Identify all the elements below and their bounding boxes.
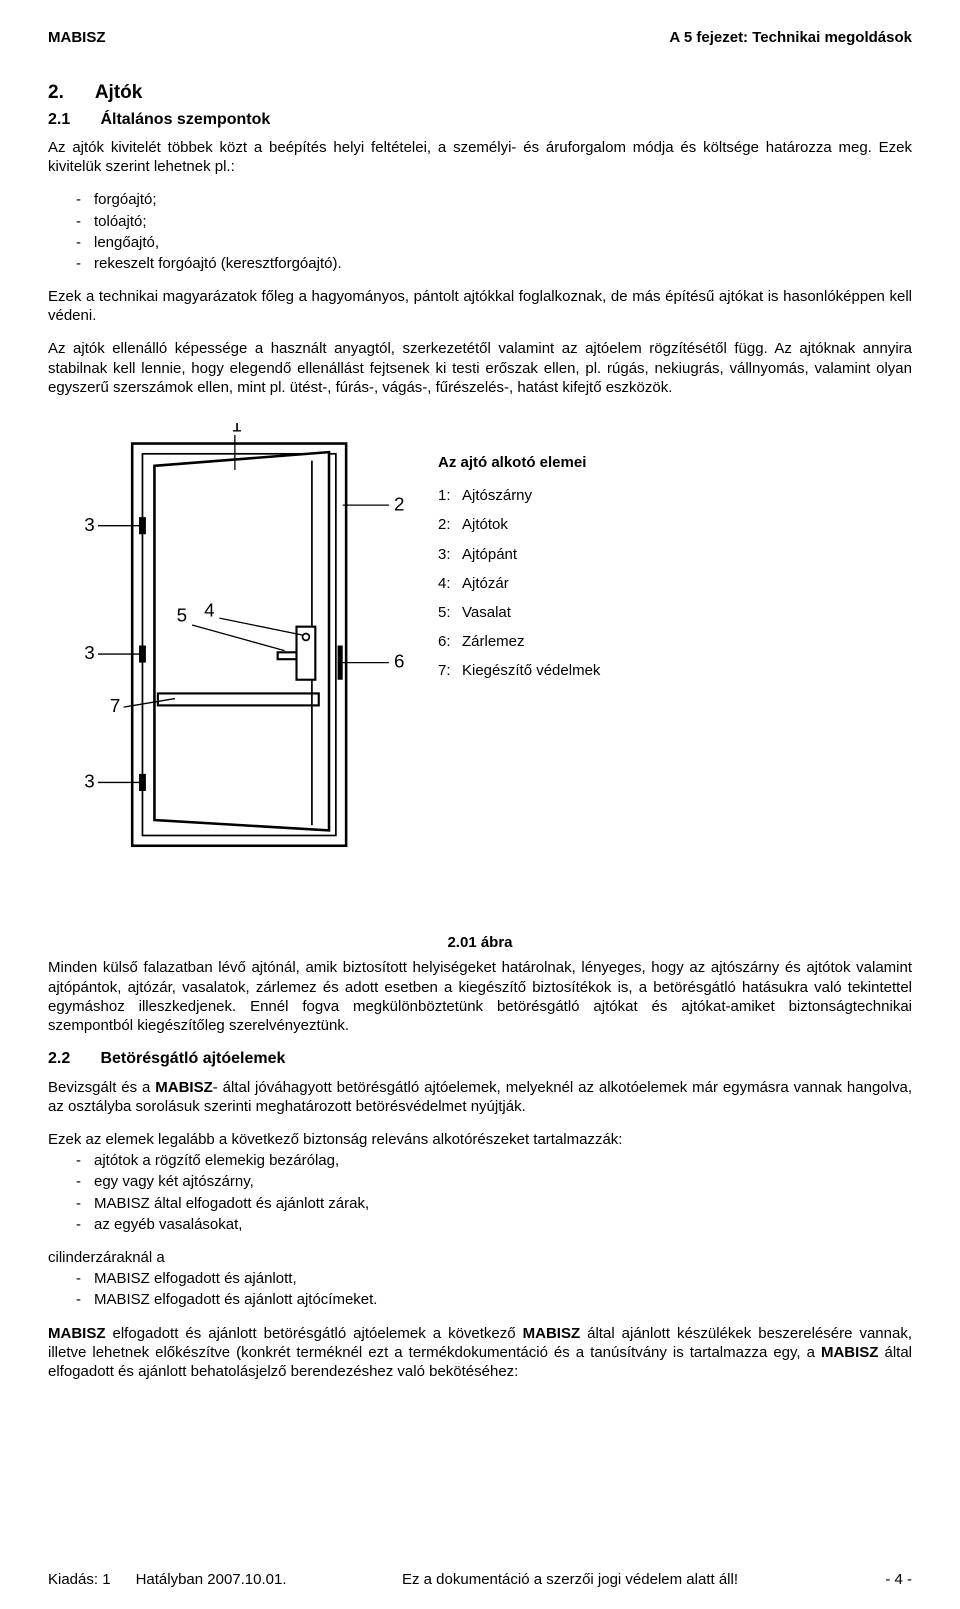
door-figure-block: 1 2 3 3 3 5 4 6 [48,417,912,873]
legend-item: 3:Ajtópánt [438,545,600,564]
figure-caption: 2.01 ábra [48,933,912,952]
legend-title: Az ajtó alkotó elemei [438,453,600,472]
subsection-title-text: Betörésgátló ajtóelemek [100,1050,285,1067]
list-item: ajtótok a rögzítő elemekig bezárólag, [48,1151,912,1170]
list-item: rekeszelt forgóajtó (keresztforgóajtó). [48,254,912,273]
document-page: MABISZ A 5 fejezet: Technikai megoldások… [0,0,960,1609]
svg-text:7: 7 [110,695,120,716]
legend-item: 2:Ajtótok [438,515,600,534]
footer-copyright: Ez a dokumentáció a szerzői jogi védelem… [288,1570,852,1589]
section-title-text: Ajtók [95,82,143,103]
paragraph-2: Ezek a technikai magyarázatok főleg a ha… [48,287,912,325]
list-item: az egyéb vasalásokat, [48,1215,912,1234]
paragraph-4: Minden külső falazatban lévő ajtónál, am… [48,958,912,1035]
door-legend: Az ajtó alkotó elemei 1:Ajtószárny 2:Ajt… [438,417,600,691]
section-heading: 2. Ajtók [48,81,912,105]
paragraph-3: Az ajtók ellenálló képessége a használt … [48,339,912,397]
page-footer: Kiadás: 1 Hatályban 2007.10.01. Ez a dok… [48,1570,912,1589]
svg-text:6: 6 [394,651,404,672]
paragraph-5: Bevizsgált és a MABISZ- által jóváhagyot… [48,1078,912,1116]
paragraph-1: Az ajtók kivitelét többek közt a beépíté… [48,138,912,176]
svg-text:3: 3 [84,771,94,792]
paragraph-6: Ezek az elemek legalább a következő bizt… [48,1130,912,1149]
list-item: MABISZ elfogadott és ajánlott ajtócímeke… [48,1290,912,1309]
section-num: 2. [48,82,64,103]
legend-item: 7:Kiegészítő védelmek [438,661,600,680]
legend-item: 1:Ajtószárny [438,486,600,505]
svg-text:3: 3 [84,642,94,663]
header-right: A 5 fejezet: Technikai megoldások [669,28,912,47]
header-left: MABISZ [48,28,106,47]
legend-item: 6:Zárlemez [438,632,600,651]
legend-list: 1:Ajtószárny 2:Ajtótok 3:Ajtópánt 4:Ajtó… [438,486,600,680]
subsection-2-2-heading: 2.2 Betörésgátló ajtóelemek [48,1049,912,1069]
subsection-title-text: Általános szempontok [100,111,270,128]
list-item: lengőajtó, [48,233,912,252]
paragraph-8: MABISZ elfogadott és ajánlott betörésgát… [48,1324,912,1382]
list-item: egy vagy két ajtószárny, [48,1172,912,1191]
svg-text:1: 1 [231,423,241,436]
door-diagram: 1 2 3 3 3 5 4 6 [48,417,438,873]
legend-item: 5:Vasalat [438,603,600,622]
subsection-num: 2.1 [48,110,96,130]
list-item: forgóajtó; [48,190,912,209]
subsection-2-1-heading: 2.1 Általános szempontok [48,110,912,130]
subsection-num: 2.2 [48,1049,96,1069]
door-types-list: forgóajtó; tolóajtó; lengőajtó, rekeszel… [48,190,912,273]
footer-left: Kiadás: 1 Hatályban 2007.10.01. [48,1570,288,1589]
svg-text:3: 3 [84,514,94,535]
footer-page-number: - 4 - [852,1570,912,1589]
components-list: ajtótok a rögzítő elemekig bezárólag, eg… [48,1151,912,1234]
svg-text:5: 5 [177,605,187,626]
list-item: MABISZ által elfogadott és ajánlott zára… [48,1194,912,1213]
legend-item: 4:Ajtózár [438,574,600,593]
page-header: MABISZ A 5 fejezet: Technikai megoldások [48,28,912,47]
cylinder-lock-list: MABISZ elfogadott és ajánlott, MABISZ el… [48,1269,912,1309]
svg-text:4: 4 [204,599,214,620]
list-item: MABISZ elfogadott és ajánlott, [48,1269,912,1288]
svg-text:2: 2 [394,493,404,514]
paragraph-7: cilinderzáraknál a [48,1248,912,1267]
list-item: tolóajtó; [48,212,912,231]
